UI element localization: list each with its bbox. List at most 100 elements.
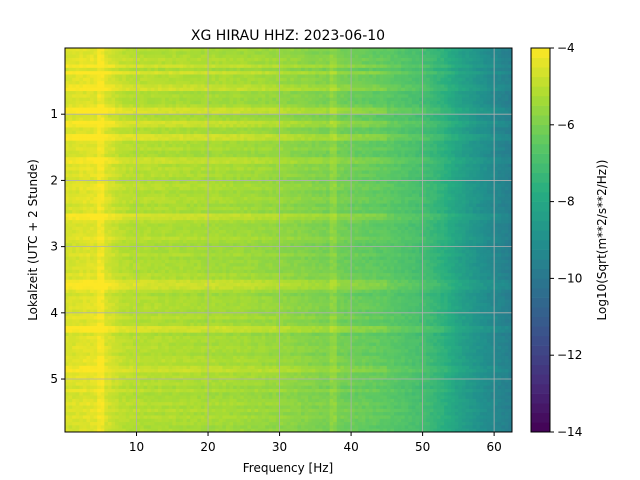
heatmap-cell (504, 51, 509, 56)
heatmap-cell (447, 147, 452, 152)
heatmap-cell (275, 147, 280, 152)
heatmap-cell (311, 74, 316, 79)
heatmap-cell (390, 134, 395, 138)
heatmap-cell (268, 64, 273, 69)
heatmap-cell (247, 97, 252, 102)
heatmap-cell (247, 163, 252, 168)
heatmap-cell (218, 173, 223, 178)
heatmap-cell (258, 100, 263, 105)
heatmap-cell (461, 127, 466, 132)
heatmap-cell (161, 177, 166, 181)
heatmap-cell (250, 48, 255, 52)
heatmap-cell (115, 64, 120, 69)
heatmap-cell (408, 117, 413, 122)
heatmap-cell (193, 94, 198, 99)
heatmap-cell (404, 124, 409, 128)
heatmap-cell (486, 170, 491, 175)
heatmap-cell (211, 117, 216, 122)
heatmap-cell (354, 48, 359, 52)
heatmap-cell (229, 150, 234, 155)
heatmap-cell (82, 167, 87, 171)
heatmap-cell (111, 124, 116, 128)
heatmap-cell (454, 170, 459, 175)
heatmap-cell (297, 127, 302, 132)
heatmap-cell (404, 100, 409, 105)
heatmap-cell (465, 147, 470, 152)
heatmap-cell (93, 120, 98, 125)
heatmap-cell (365, 167, 370, 171)
heatmap-cell (451, 71, 456, 75)
heatmap-cell (68, 97, 73, 102)
heatmap-cell (204, 120, 209, 125)
heatmap-cell (361, 71, 366, 75)
heatmap-cell (240, 87, 245, 92)
heatmap-cell (426, 177, 431, 181)
heatmap-cell (383, 87, 388, 92)
heatmap-cell (479, 107, 484, 112)
heatmap-cell (326, 97, 331, 102)
heatmap-cell (315, 87, 320, 92)
heatmap-cell (222, 94, 227, 99)
heatmap-cell (72, 64, 77, 69)
heatmap-cell (397, 120, 402, 125)
heatmap-cell (479, 67, 484, 72)
heatmap-cell (368, 107, 373, 112)
heatmap-cell (376, 74, 381, 79)
heatmap-cell (293, 160, 298, 165)
heatmap-cell (401, 177, 406, 181)
heatmap-cell (322, 74, 327, 79)
heatmap-cell (472, 94, 477, 99)
heatmap-cell (458, 114, 463, 118)
heatmap-cell (147, 64, 152, 69)
heatmap-cell (150, 170, 155, 175)
heatmap-cell (275, 48, 280, 52)
heatmap-cell (340, 57, 345, 62)
heatmap-cell (436, 48, 441, 52)
heatmap-cell (379, 173, 384, 178)
heatmap-cell (397, 160, 402, 165)
heatmap-cell (315, 170, 320, 175)
heatmap-cell (436, 110, 441, 115)
heatmap-cell (419, 110, 423, 115)
heatmap-cell (104, 54, 109, 59)
heatmap-cell (354, 127, 359, 132)
heatmap-cell (197, 137, 202, 142)
heatmap-cell (358, 114, 363, 118)
heatmap-cell (272, 160, 277, 165)
heatmap-cell (72, 130, 77, 135)
heatmap-cell (326, 77, 331, 82)
heatmap-cell (279, 48, 284, 52)
heatmap-cell (308, 51, 313, 56)
heatmap-cell (351, 177, 356, 181)
heatmap-cell (222, 144, 227, 148)
heatmap-cell (436, 91, 441, 95)
heatmap-cell (147, 104, 152, 108)
heatmap-cell (354, 150, 359, 155)
heatmap-cell (243, 100, 248, 105)
heatmap-cell (172, 140, 177, 145)
heatmap-cell (93, 54, 98, 59)
heatmap-cell (318, 77, 323, 82)
heatmap-cell (297, 48, 302, 52)
heatmap-cell (372, 147, 377, 152)
heatmap-cell (336, 71, 341, 75)
heatmap-cell (115, 104, 120, 108)
heatmap-cell (315, 94, 320, 99)
heatmap-cell (132, 160, 137, 165)
heatmap-cell (483, 67, 488, 72)
heatmap-cell (265, 114, 270, 118)
heatmap-cell (179, 67, 184, 72)
heatmap-cell (401, 170, 406, 175)
heatmap-cell (240, 97, 245, 102)
heatmap-cell (208, 177, 213, 181)
heatmap-cell (193, 110, 198, 115)
heatmap-cell (265, 54, 270, 59)
heatmap-cell (479, 77, 484, 82)
heatmap-cell (326, 137, 331, 142)
heatmap-cell (301, 94, 305, 99)
heatmap-cell (211, 120, 216, 125)
heatmap-cell (82, 64, 87, 69)
heatmap-cell (208, 57, 213, 62)
heatmap-cell (433, 177, 438, 181)
heatmap-cell (444, 114, 449, 118)
